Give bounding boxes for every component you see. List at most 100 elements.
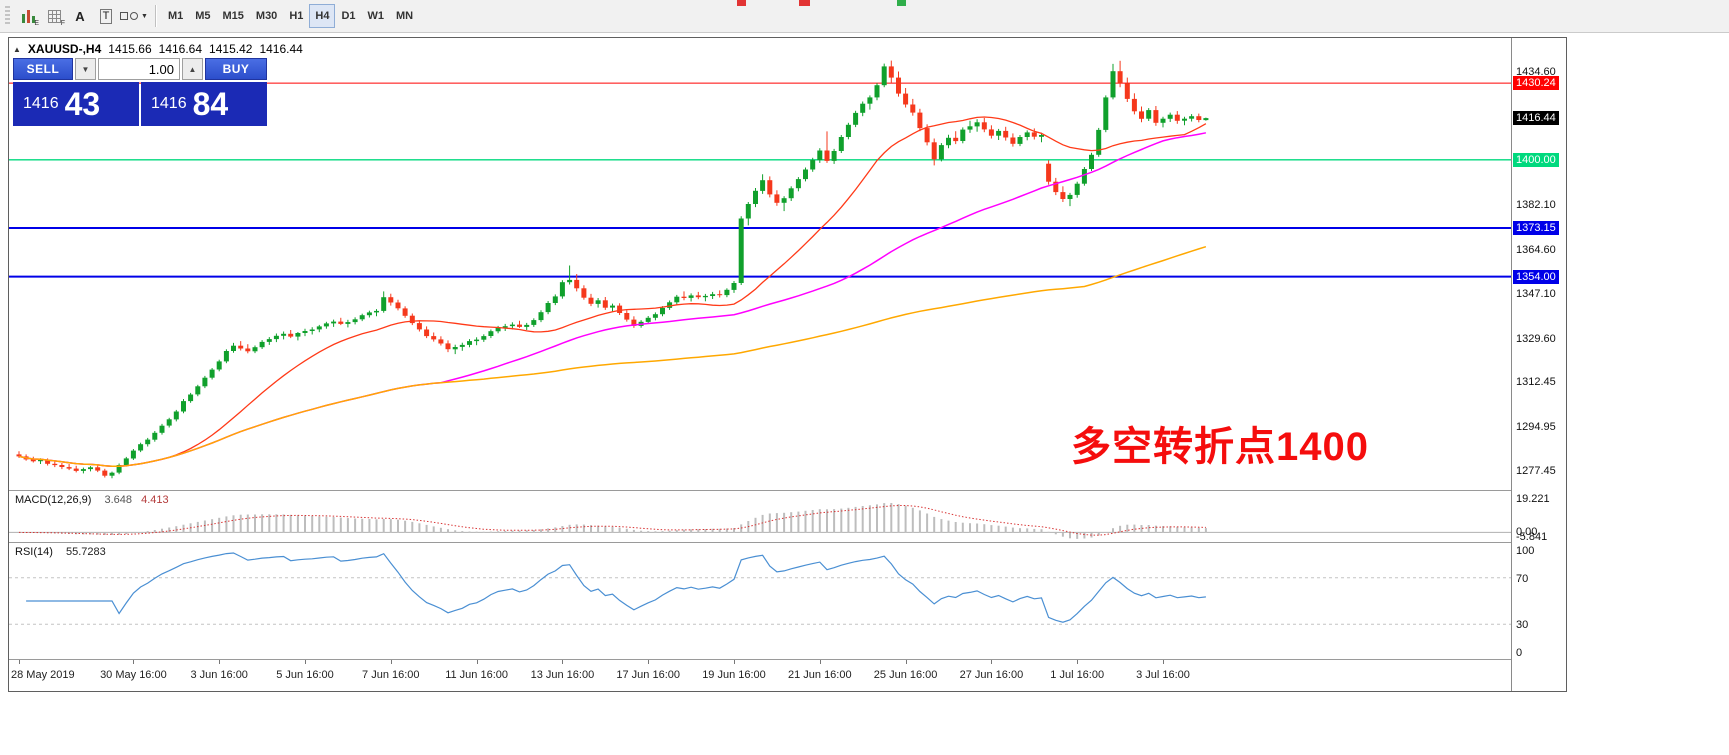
macd-pane: MACD(12,26,9) 3.648 4.413 bbox=[9, 491, 1511, 542]
sell-price-pips: 43 bbox=[64, 86, 101, 122]
time-axis-tick bbox=[734, 660, 735, 664]
timeframe-h4-button[interactable]: H4 bbox=[309, 4, 336, 28]
macd-axis-label: 19.221 bbox=[1516, 493, 1550, 505]
low-price-label: 1415.42 bbox=[209, 42, 253, 56]
time-axis-label: 11 Jun 16:00 bbox=[445, 669, 508, 681]
grid-icon bbox=[47, 9, 61, 23]
screen-artifact bbox=[737, 0, 746, 6]
rsi-pane: RSI(14) 55.7283 bbox=[9, 543, 1511, 659]
pane-resize-divider[interactable] bbox=[9, 659, 1566, 660]
time-axis-label: 17 Jun 16:00 bbox=[616, 669, 680, 681]
time-axis-tick bbox=[819, 660, 821, 664]
high-price-label: 1416.64 bbox=[158, 42, 203, 56]
one-click-collapse-button[interactable]: ▲ bbox=[13, 44, 21, 54]
time-axis-tick bbox=[305, 660, 306, 664]
toolbar-separator bbox=[154, 5, 156, 27]
price-axis-badge: 1416.44 bbox=[1513, 111, 1559, 126]
timeframe-m30-button[interactable]: M30 bbox=[250, 4, 283, 28]
price-axis-label: 1329.60 bbox=[1516, 332, 1556, 345]
time-axis-label: 7 Jun 16:00 bbox=[362, 669, 420, 681]
close-price-label: 1416.44 bbox=[259, 42, 303, 56]
time-axis-label: 1 Jul 16:00 bbox=[1050, 669, 1105, 681]
time-axis-label: 30 May 16:00 bbox=[100, 669, 167, 681]
time-axis-tick bbox=[133, 660, 135, 664]
arrow-tool-label: A bbox=[75, 8, 85, 24]
rsi-indicator-chart[interactable] bbox=[9, 543, 1511, 659]
symbol-period-label: XAUUSD-,H4 bbox=[27, 42, 102, 56]
price-axis-badge: 1400.00 bbox=[1513, 152, 1559, 167]
buy-button[interactable]: BUY bbox=[205, 58, 267, 80]
pane-resize-divider[interactable] bbox=[9, 490, 1566, 491]
screen-artifact bbox=[897, 0, 906, 6]
volume-increase-button[interactable]: ▲ bbox=[182, 58, 203, 80]
time-axis-tick bbox=[476, 660, 478, 664]
time-axis-tick bbox=[390, 660, 392, 664]
one-click-trading-panel: SELL ▼ ▲ BUY 1416 43 1416 84 bbox=[13, 58, 267, 126]
toolbar-grip[interactable] bbox=[5, 6, 10, 26]
rsi-axis-label: 30 bbox=[1516, 619, 1529, 632]
timeframe-mn-button[interactable]: MN bbox=[390, 4, 419, 28]
candlestick-chart[interactable] bbox=[9, 38, 1511, 490]
price-axis-badge: 1354.00 bbox=[1513, 269, 1559, 284]
macd-value-main: 3.648 bbox=[104, 494, 133, 506]
main-chart-pane: ▲ XAUUSD-,H4 1415.66 1416.64 1415.42 141… bbox=[9, 38, 1511, 490]
time-axis-tick bbox=[648, 660, 650, 664]
sell-button[interactable]: SELL bbox=[13, 58, 73, 80]
screen-artifact bbox=[799, 0, 810, 6]
arrow-tool-button[interactable]: A bbox=[67, 4, 93, 28]
buy-price-display[interactable]: 1416 84 bbox=[141, 82, 267, 126]
time-axis-tick bbox=[905, 660, 907, 664]
timeframe-m1-button[interactable]: M1 bbox=[162, 4, 189, 28]
buy-price-pips: 84 bbox=[192, 86, 229, 122]
price-axis[interactable]: 1434.60 1382.10 1364.60 1347.10 1329.60 1312.… bbox=[1512, 38, 1566, 691]
time-axis-tick bbox=[1077, 660, 1079, 664]
chart-annotation: 多空转折点1400 bbox=[1071, 425, 1369, 469]
buy-price-main: 1416 bbox=[151, 95, 187, 112]
time-axis-tick bbox=[1163, 660, 1164, 664]
time-axis-label: 21 Jun 16:00 bbox=[787, 669, 852, 681]
chevron-down-icon: ▼ bbox=[141, 12, 148, 20]
toolbar: E F A T ▼ M1 M5 M15 M30 H1 H4 D1 W1 MN bbox=[0, 0, 1729, 33]
time-axis-label: 19 Jun 16:00 bbox=[702, 669, 766, 681]
timeframe-w1-button[interactable]: W1 bbox=[362, 4, 391, 28]
timeframe-h1-button[interactable]: H1 bbox=[283, 4, 309, 28]
macd-axis-label: -5.841 bbox=[1516, 531, 1548, 543]
timeframe-d1-button[interactable]: D1 bbox=[335, 4, 361, 28]
grid-tool-button[interactable]: F bbox=[41, 4, 67, 28]
axis-separator bbox=[1511, 38, 1512, 691]
macd-indicator-chart[interactable] bbox=[9, 491, 1511, 542]
shapes-tool-button[interactable]: ▼ bbox=[119, 4, 149, 28]
volume-input[interactable] bbox=[98, 58, 180, 80]
volume-decrease-button[interactable]: ▼ bbox=[75, 58, 96, 80]
chart-style-tool-button[interactable]: E bbox=[15, 4, 41, 28]
candlestick-icon bbox=[21, 9, 35, 23]
macd-value-signal: 4.413 bbox=[141, 494, 169, 506]
time-axis[interactable]: 28 May 2019 30 May 16:00 3 Jun 16:00 5 Jun … bbox=[9, 660, 1511, 691]
price-axis-label: 1434.60 bbox=[1516, 66, 1556, 78]
time-axis-label: 25 Jun 16:00 bbox=[873, 669, 938, 681]
price-axis-label: 1382.10 bbox=[1516, 199, 1556, 212]
tool-sub-label: F bbox=[60, 20, 65, 27]
text-tool-button[interactable]: T bbox=[93, 4, 119, 28]
timeframe-m5-button[interactable]: M5 bbox=[189, 4, 216, 28]
time-axis-label: 3 Jul 16:00 bbox=[1136, 669, 1190, 681]
circle-shape-icon bbox=[130, 12, 138, 20]
pane-resize-divider[interactable] bbox=[9, 542, 1566, 543]
sell-price-display[interactable]: 1416 43 bbox=[13, 82, 139, 126]
square-shape-icon bbox=[120, 12, 128, 20]
price-axis-label: 1312.45 bbox=[1516, 376, 1556, 389]
time-axis-tick bbox=[562, 660, 564, 664]
time-axis-label: 13 Jun 16:00 bbox=[530, 669, 595, 681]
price-axis-label: 1277.45 bbox=[1516, 465, 1556, 477]
time-axis-label: 3 Jun 16:00 bbox=[190, 669, 248, 681]
rsi-axis-label: 70 bbox=[1516, 572, 1529, 585]
time-axis-label: 27 Jun 16:00 bbox=[959, 669, 1024, 681]
chart-window: ▲ XAUUSD-,H4 1415.66 1416.64 1415.42 141… bbox=[8, 37, 1567, 692]
chart-ohlc-header: ▲ XAUUSD-,H4 1415.66 1416.64 1415.42 141… bbox=[13, 42, 303, 56]
time-axis-tick bbox=[991, 660, 993, 664]
rsi-axis-label: 0 bbox=[1516, 647, 1523, 659]
rsi-value: 55.7283 bbox=[65, 546, 106, 558]
tool-sub-label: E bbox=[34, 20, 39, 27]
price-axis-label: 1294.95 bbox=[1516, 420, 1556, 433]
timeframe-m15-button[interactable]: M15 bbox=[217, 4, 250, 28]
